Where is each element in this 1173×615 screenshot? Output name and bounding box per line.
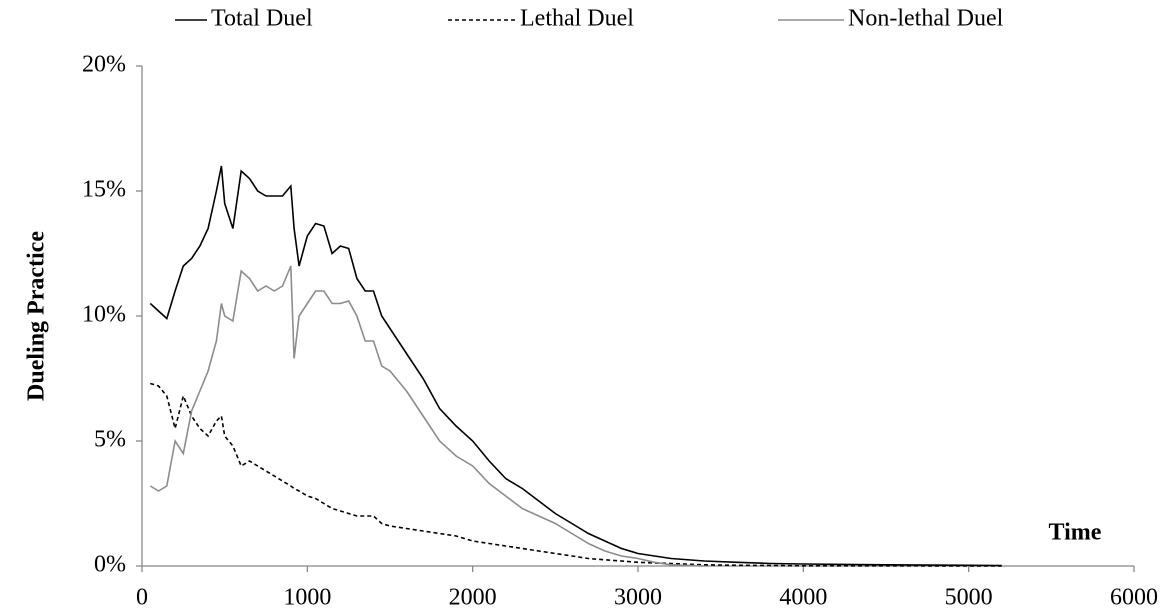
y-tick-label: 20% [82, 52, 126, 78]
x-axis-title: Time [1049, 520, 1102, 546]
x-tick-label: 1000 [283, 585, 331, 611]
y-tick-label: 0% [94, 552, 126, 578]
x-tick-label: 3000 [614, 585, 662, 611]
x-tick-label: 2000 [449, 585, 497, 611]
legend-label: Total Duel [211, 6, 313, 32]
x-tick-label: 4000 [779, 585, 827, 611]
legend-label: Lethal Duel [520, 6, 634, 32]
x-tick-label: 6000 [1110, 585, 1158, 611]
y-tick-label: 15% [82, 177, 126, 203]
x-tick-label: 0 [136, 585, 148, 611]
x-tick-label: 5000 [945, 585, 993, 611]
y-tick-label: 5% [94, 427, 126, 453]
series-line [149, 165, 1002, 567]
series-line [149, 265, 705, 567]
y-axis-title: Dueling Practice [24, 231, 50, 401]
series-line [150, 382, 1002, 567]
y-tick-label: 10% [82, 302, 126, 328]
legend-label: Non-lethal Duel [848, 6, 1004, 32]
